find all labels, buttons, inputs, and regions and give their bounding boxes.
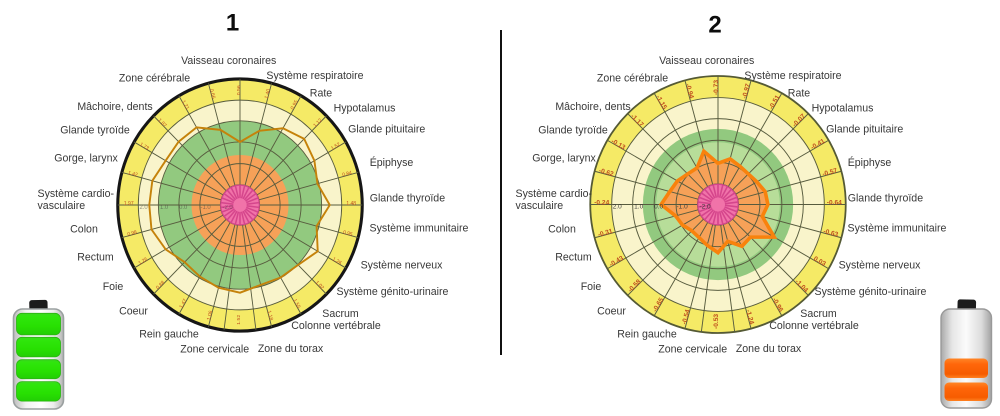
svg-text:Zone cérébrale: Zone cérébrale bbox=[119, 73, 190, 85]
svg-text:Rectum: Rectum bbox=[77, 252, 114, 264]
svg-text:0.84: 0.84 bbox=[342, 170, 353, 179]
svg-text:Mâchoire, dents: Mâchoire, dents bbox=[555, 101, 630, 113]
svg-text:0.66: 0.66 bbox=[208, 88, 216, 99]
svg-text:1.12: 1.12 bbox=[312, 117, 323, 128]
svg-text:Glande tyroïde: Glande tyroïde bbox=[60, 125, 130, 137]
svg-text:Gorge, larynx: Gorge, larynx bbox=[54, 153, 118, 165]
svg-text:Glande thyroïde: Glande thyroïde bbox=[370, 192, 445, 204]
svg-text:1.47: 1.47 bbox=[179, 298, 189, 310]
svg-text:-0.63: -0.63 bbox=[823, 228, 840, 239]
svg-text:Système respiratoire: Système respiratoire bbox=[744, 70, 841, 82]
svg-text:Système nerveux: Système nerveux bbox=[839, 260, 922, 272]
svg-text:Système cardio-: Système cardio- bbox=[38, 188, 115, 200]
svg-text:2.0: 2.0 bbox=[613, 204, 622, 211]
svg-text:0.0: 0.0 bbox=[179, 205, 188, 211]
svg-text:Colon: Colon bbox=[70, 224, 98, 236]
svg-text:1.48: 1.48 bbox=[346, 201, 356, 207]
svg-text:vasculaire: vasculaire bbox=[516, 200, 564, 212]
svg-text:-0.57: -0.57 bbox=[822, 167, 839, 178]
svg-text:Épiphyse: Épiphyse bbox=[370, 156, 414, 169]
svg-text:Épiphyse: Épiphyse bbox=[848, 156, 892, 169]
svg-text:1.26: 1.26 bbox=[137, 256, 148, 266]
svg-text:Sacrum: Sacrum bbox=[322, 308, 359, 320]
svg-text:-0.24: -0.24 bbox=[594, 199, 609, 206]
svg-text:-0.73: -0.73 bbox=[713, 80, 720, 95]
svg-text:Glande pituitaire: Glande pituitaire bbox=[348, 123, 425, 135]
svg-text:1.87: 1.87 bbox=[157, 117, 168, 128]
svg-text:Zone du torax: Zone du torax bbox=[736, 343, 802, 355]
svg-text:Système immunitaire: Système immunitaire bbox=[848, 222, 947, 234]
svg-text:Sacrum: Sacrum bbox=[800, 308, 837, 320]
svg-text:1.18: 1.18 bbox=[266, 310, 274, 321]
svg-text:Rein gauche: Rein gauche bbox=[617, 329, 677, 341]
svg-text:1.52: 1.52 bbox=[236, 315, 242, 325]
svg-text:1.55: 1.55 bbox=[291, 298, 301, 310]
svg-text:Zone cervicale: Zone cervicale bbox=[180, 344, 249, 356]
svg-text:-0.54: -0.54 bbox=[681, 309, 692, 326]
svg-text:1.02: 1.02 bbox=[314, 280, 325, 291]
svg-text:Système respiratoire: Système respiratoire bbox=[266, 70, 363, 82]
svg-text:-0.62: -0.62 bbox=[598, 167, 615, 178]
svg-text:Zone cervicale: Zone cervicale bbox=[658, 344, 727, 356]
svg-text:1.26: 1.26 bbox=[331, 256, 342, 266]
svg-text:0.98: 0.98 bbox=[127, 229, 138, 238]
svg-text:Zone cérébrale: Zone cérébrale bbox=[597, 73, 668, 85]
svg-text:1.73: 1.73 bbox=[138, 142, 149, 152]
svg-text:Vaisseau coronaires: Vaisseau coronaires bbox=[659, 55, 754, 67]
svg-text:-0.64: -0.64 bbox=[827, 199, 842, 206]
svg-text:2: 2 bbox=[708, 12, 721, 39]
svg-text:1.21: 1.21 bbox=[180, 99, 190, 111]
svg-text:Colonne vertébrale: Colonne vertébrale bbox=[291, 320, 381, 332]
svg-text:Gorge, larynx: Gorge, larynx bbox=[532, 153, 596, 165]
svg-text:1.97: 1.97 bbox=[124, 201, 134, 207]
svg-text:vasculaire: vasculaire bbox=[38, 200, 86, 212]
svg-text:Hypotalamus: Hypotalamus bbox=[334, 103, 396, 115]
svg-text:Rectum: Rectum bbox=[555, 252, 592, 264]
svg-text:Glande tyroïde: Glande tyroïde bbox=[538, 125, 608, 137]
svg-text:Colonne vertébrale: Colonne vertébrale bbox=[769, 320, 859, 332]
svg-text:-0.53: -0.53 bbox=[713, 314, 720, 329]
svg-text:0.95: 0.95 bbox=[342, 230, 353, 239]
svg-text:Zone du torax: Zone du torax bbox=[258, 343, 324, 355]
svg-text:Système immunitaire: Système immunitaire bbox=[370, 222, 469, 234]
svg-text:Colon: Colon bbox=[548, 224, 576, 236]
svg-text:1.42: 1.42 bbox=[127, 170, 138, 179]
svg-text:-1.0: -1.0 bbox=[676, 204, 688, 211]
svg-text:1.0: 1.0 bbox=[634, 204, 643, 211]
svg-text:Foie: Foie bbox=[581, 281, 602, 293]
svg-text:1.06: 1.06 bbox=[206, 310, 214, 321]
svg-text:-0.97: -0.97 bbox=[741, 83, 752, 100]
svg-text:0.56: 0.56 bbox=[236, 85, 242, 95]
svg-text:Coeur: Coeur bbox=[597, 306, 626, 318]
svg-text:Hypotalamus: Hypotalamus bbox=[812, 103, 874, 115]
svg-text:0.95: 0.95 bbox=[290, 99, 300, 111]
svg-text:Système génito-urinaire: Système génito-urinaire bbox=[337, 286, 449, 298]
svg-text:Système cardio-: Système cardio- bbox=[516, 188, 593, 200]
svg-text:-0.94: -0.94 bbox=[684, 83, 695, 100]
svg-text:0.0: 0.0 bbox=[654, 204, 663, 211]
svg-text:Rein gauche: Rein gauche bbox=[139, 329, 199, 341]
svg-text:Rate: Rate bbox=[310, 88, 332, 100]
svg-text:-2.0: -2.0 bbox=[222, 205, 233, 211]
svg-text:Mâchoire, dents: Mâchoire, dents bbox=[77, 101, 152, 113]
svg-text:1.0: 1.0 bbox=[160, 205, 169, 211]
svg-text:-1.0: -1.0 bbox=[201, 205, 212, 211]
svg-text:Coeur: Coeur bbox=[119, 306, 148, 318]
svg-text:Vaisseau coronaires: Vaisseau coronaires bbox=[181, 55, 276, 67]
svg-text:Système nerveux: Système nerveux bbox=[361, 260, 444, 272]
svg-text:Rate: Rate bbox=[788, 88, 810, 100]
svg-text:-0.31: -0.31 bbox=[597, 228, 614, 239]
svg-text:Glande thyroïde: Glande thyroïde bbox=[848, 192, 923, 204]
svg-text:0.88: 0.88 bbox=[155, 280, 166, 291]
svg-text:Système génito-urinaire: Système génito-urinaire bbox=[815, 286, 927, 298]
svg-text:1: 1 bbox=[226, 10, 239, 37]
svg-text:2.0: 2.0 bbox=[139, 205, 148, 211]
svg-text:-2.0: -2.0 bbox=[699, 204, 711, 211]
svg-text:Glande pituitaire: Glande pituitaire bbox=[826, 123, 903, 135]
svg-text:-1.24: -1.24 bbox=[744, 309, 755, 326]
svg-text:1.52: 1.52 bbox=[330, 141, 341, 151]
svg-text:Foie: Foie bbox=[103, 281, 124, 293]
svg-text:1.40: 1.40 bbox=[264, 88, 272, 99]
